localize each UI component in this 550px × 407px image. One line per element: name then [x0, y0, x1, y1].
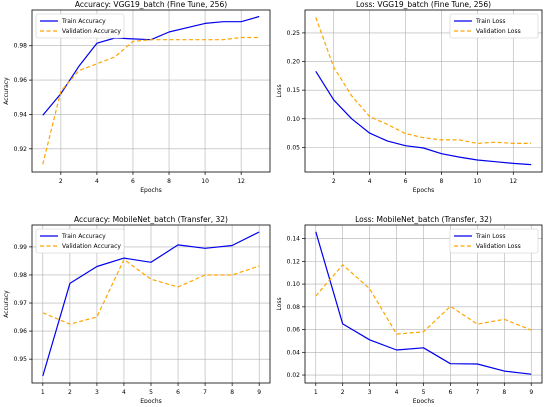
legend-label-2: Validation Accuracy: [62, 243, 121, 250]
y-axis-label: Accuracy: [3, 290, 10, 318]
y-tick-label: 0.15: [287, 87, 301, 94]
legend: Train Accuracy Validation Accuracy: [35, 13, 125, 39]
x-tick-label: 6: [176, 389, 180, 396]
legend-box: [449, 228, 539, 254]
x-tick-label: 2: [68, 389, 72, 396]
x-tick-label: 4: [395, 389, 399, 396]
legend-box: [35, 228, 125, 254]
chart-panel-1: 2 4 6 8 10 12 0.92 0.94 0.96 0.98 Accuracy: VGG19_…: [3, 0, 271, 194]
legend-label-2: Validation Loss: [476, 28, 521, 35]
y-tick-label: 0.92: [14, 146, 28, 153]
series-line-2: [315, 17, 532, 144]
chart-title: Loss: VGG19_batch (Fine Tune, 256): [356, 0, 491, 9]
x-tick-label: 9: [257, 389, 261, 396]
legend-label-1: Train Accuracy: [61, 233, 106, 240]
x-tick-label: 6: [404, 178, 408, 185]
legend-label-1: Train Accuracy: [61, 18, 106, 25]
legend: Train Loss Validation Loss: [449, 13, 539, 39]
plot-frame: [31, 224, 271, 384]
chart-title: Accuracy: VGG19_batch (Fine Tune, 256): [75, 0, 227, 9]
y-tick-label: 0.14: [287, 236, 301, 243]
chart-panel-3: 1 2 3 4 5 6 7 8 9 0.95 0.96 0.97 0.98 0.99 Accuracy: M…: [3, 215, 271, 405]
series-line-1: [315, 70, 532, 166]
x-tick-label: 3: [95, 389, 99, 396]
x-tick-label: 1: [41, 389, 45, 396]
legend-label-1: Train Loss: [475, 18, 505, 25]
series-line-1: [42, 231, 260, 377]
x-tick-label: 10: [201, 178, 209, 185]
y-axis-label: Loss: [276, 297, 283, 310]
plot-frame: [31, 9, 271, 173]
y-tick-label: 0.02: [287, 372, 301, 379]
x-axis-label: Epochs: [413, 187, 435, 194]
y-tick-label: 0.95: [14, 356, 28, 363]
y-tick-label: 0.97: [14, 300, 28, 307]
chart-title: Loss: MobileNet_batch (Transfer, 32): [355, 215, 492, 224]
x-tick-label: 4: [122, 389, 126, 396]
x-tick-label: 2: [341, 389, 345, 396]
chart-panel-2: 2 4 6 8 10 12 0.05 0.10 0.15 0.20 0.25 Loss: VGG19_…: [276, 0, 543, 194]
x-tick-label: 5: [149, 389, 153, 396]
x-tick-label: 1: [314, 389, 318, 396]
x-tick-label: 8: [167, 178, 171, 185]
x-axis-label: Epochs: [140, 398, 162, 403]
x-tick-label: 4: [95, 178, 99, 185]
x-tick-label: 7: [475, 389, 479, 396]
x-tick-label: 5: [422, 389, 426, 396]
chart-panel-4: 1 2 3 4 5 6 7 8 9 0.02 0.04 0.06 0.08 0.10 0.12 0.14 Los…: [276, 215, 543, 405]
x-tick-label: 12: [509, 178, 517, 185]
y-tick-label: 0.04: [287, 349, 301, 356]
y-tick-label: 0.08: [287, 304, 301, 311]
x-tick-label: 6: [449, 389, 453, 396]
y-axis-label: Accuracy: [3, 77, 10, 105]
x-tick-label: 10: [474, 178, 482, 185]
y-tick-label: 0.94: [14, 111, 28, 118]
y-tick-label: 0.10: [287, 281, 301, 288]
y-tick-label: 0.06: [287, 327, 301, 334]
x-axis-label: Epochs: [140, 187, 162, 194]
series-line-2: [315, 264, 532, 335]
series-line-2: [42, 36, 260, 165]
plot-frame: [304, 9, 543, 173]
y-tick-label: 0.98: [14, 272, 28, 279]
y-tick-label: 0.96: [14, 77, 28, 84]
x-tick-label: 2: [59, 178, 63, 185]
y-tick-label: 0.99: [14, 244, 28, 251]
plot-frame: [304, 224, 543, 384]
x-tick-label: 8: [440, 178, 444, 185]
x-tick-label: 8: [230, 389, 234, 396]
x-tick-label: 4: [368, 178, 372, 185]
legend-label-2: Validation Accuracy: [62, 28, 121, 35]
legend-label-1: Train Loss: [475, 233, 505, 240]
y-tick-label: 0.96: [14, 328, 28, 335]
legend: Train Accuracy Validation Accuracy: [35, 228, 125, 254]
y-tick-label: 0.10: [287, 116, 301, 123]
legend-label-2: Validation Loss: [476, 243, 521, 250]
y-tick-label: 0.05: [287, 144, 301, 151]
x-tick-label: 6: [131, 178, 135, 185]
x-tick-label: 2: [332, 178, 336, 185]
series-line-1: [315, 231, 532, 375]
y-axis-label: Loss: [276, 84, 283, 97]
chart-title: Accuracy: MobileNet_batch (Transfer, 32): [74, 215, 228, 224]
series-line-2: [42, 258, 260, 325]
y-tick-label: 0.12: [287, 258, 301, 265]
x-axis-label: Epochs: [413, 398, 435, 403]
y-tick-label: 0.98: [14, 43, 28, 50]
x-tick-label: 12: [237, 178, 245, 185]
y-tick-label: 0.20: [287, 59, 301, 66]
legend: Train Loss Validation Loss: [449, 228, 539, 254]
legend-box: [35, 13, 125, 39]
legend-box: [449, 13, 539, 39]
x-tick-label: 8: [502, 389, 506, 396]
x-tick-label: 9: [529, 389, 533, 396]
y-tick-label: 0.25: [287, 30, 301, 37]
x-tick-label: 3: [368, 389, 372, 396]
x-tick-label: 7: [203, 389, 207, 396]
